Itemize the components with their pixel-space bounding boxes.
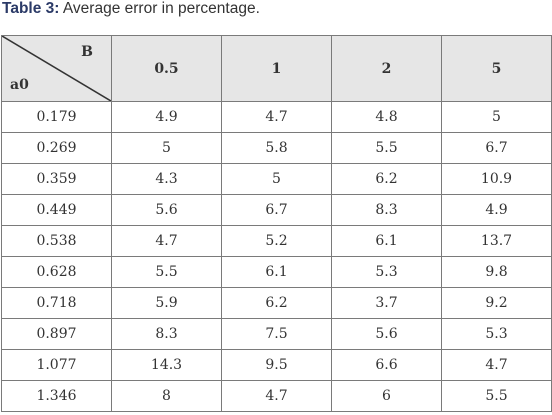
table-cell: 8.3 — [331, 194, 442, 226]
corner-diagonal-line — [2, 36, 111, 101]
table-row: 0.179 4.9 4.7 4.8 5 — [1, 101, 552, 133]
table-cell: 14.3 — [111, 349, 222, 381]
corner-column-label: B — [81, 44, 93, 60]
table-row: 0.538 4.7 5.2 6.1 13.7 — [1, 225, 552, 257]
table-cell: 5.6 — [111, 194, 222, 226]
corner-row-label: a0 — [10, 77, 29, 93]
caption-text: Average error in percentage. — [59, 0, 260, 17]
table-cell: 6.7 — [221, 194, 332, 226]
table-row: 0.269 5 5.8 5.5 6.7 — [1, 132, 552, 164]
table-cell: 4.7 — [441, 349, 552, 381]
row-header-a0: 0.359 — [1, 163, 112, 195]
table-cell: 5.5 — [441, 380, 552, 412]
table-body: 0.179 4.9 4.7 4.8 5 0.269 5 5.8 5.5 6.7 0.359 4.3 5 6… — [1, 101, 552, 412]
table-cell: 5.8 — [221, 132, 332, 164]
table-cell: 6.2 — [221, 287, 332, 319]
table-cell: 5.6 — [331, 318, 442, 350]
table-cell: 10.9 — [441, 163, 552, 195]
row-header-a0: 0.449 — [1, 194, 112, 226]
header-row: B a0 0.5 1 2 5 — [1, 35, 552, 102]
table-cell: 4.8 — [331, 101, 442, 133]
table-cell: 6.7 — [441, 132, 552, 164]
table-row: 1.346 8 4.7 6 5.5 — [1, 380, 552, 412]
column-header: 0.5 — [111, 35, 222, 102]
table-row: 0.449 5.6 6.7 8.3 4.9 — [1, 194, 552, 226]
table-cell: 13.7 — [441, 225, 552, 257]
caption-label: Table 3: — [2, 0, 60, 17]
row-header-a0: 1.346 — [1, 380, 112, 412]
table-cell: 5.3 — [331, 256, 442, 288]
table-cell: 6.1 — [331, 225, 442, 257]
table-cell: 9.2 — [441, 287, 552, 319]
table-row: 1.077 14.3 9.5 6.6 4.7 — [1, 349, 552, 381]
column-header: 5 — [441, 35, 552, 102]
table-cell: 4.3 — [111, 163, 222, 195]
column-header: 2 — [331, 35, 442, 102]
table-cell: 5.5 — [111, 256, 222, 288]
row-header-a0: 0.269 — [1, 132, 112, 164]
table-cell: 8 — [111, 380, 222, 412]
table-row: 0.897 8.3 7.5 5.6 5.3 — [1, 318, 552, 350]
table-cell: 9.5 — [221, 349, 332, 381]
row-header-a0: 0.179 — [1, 101, 112, 133]
table-cell: 5.3 — [441, 318, 552, 350]
column-header: 1 — [221, 35, 332, 102]
table-cell: 7.5 — [221, 318, 332, 350]
row-header-a0: 0.897 — [1, 318, 112, 350]
table-caption: Table 3: Average error in percentage. — [2, 0, 260, 18]
table-cell: 4.9 — [441, 194, 552, 226]
table-cell: 5 — [221, 163, 332, 195]
corner-header-cell: B a0 — [1, 35, 112, 102]
table-cell: 4.7 — [221, 101, 332, 133]
table-cell: 6.2 — [331, 163, 442, 195]
error-table: B a0 0.5 1 2 5 0.179 4.9 4.7 4.8 5 0.269 5 5.8 5… — [1, 35, 552, 412]
row-header-a0: 0.538 — [1, 225, 112, 257]
table-cell: 6.1 — [221, 256, 332, 288]
table-cell: 4.7 — [221, 380, 332, 412]
table-cell: 4.7 — [111, 225, 222, 257]
table-cell: 8.3 — [111, 318, 222, 350]
table-row: 0.718 5.9 6.2 3.7 9.2 — [1, 287, 552, 319]
table-cell: 6.6 — [331, 349, 442, 381]
row-header-a0: 0.628 — [1, 256, 112, 288]
table-cell: 5.5 — [331, 132, 442, 164]
table-cell: 5.2 — [221, 225, 332, 257]
table-cell: 5 — [111, 132, 222, 164]
row-header-a0: 0.718 — [1, 287, 112, 319]
table-cell: 6 — [331, 380, 442, 412]
table-cell: 9.8 — [441, 256, 552, 288]
table-cell: 5 — [441, 101, 552, 133]
table-cell: 5.9 — [111, 287, 222, 319]
row-header-a0: 1.077 — [1, 349, 112, 381]
table-row: 0.359 4.3 5 6.2 10.9 — [1, 163, 552, 195]
table-row: 0.628 5.5 6.1 5.3 9.8 — [1, 256, 552, 288]
table-cell: 4.9 — [111, 101, 222, 133]
table-cell: 3.7 — [331, 287, 442, 319]
